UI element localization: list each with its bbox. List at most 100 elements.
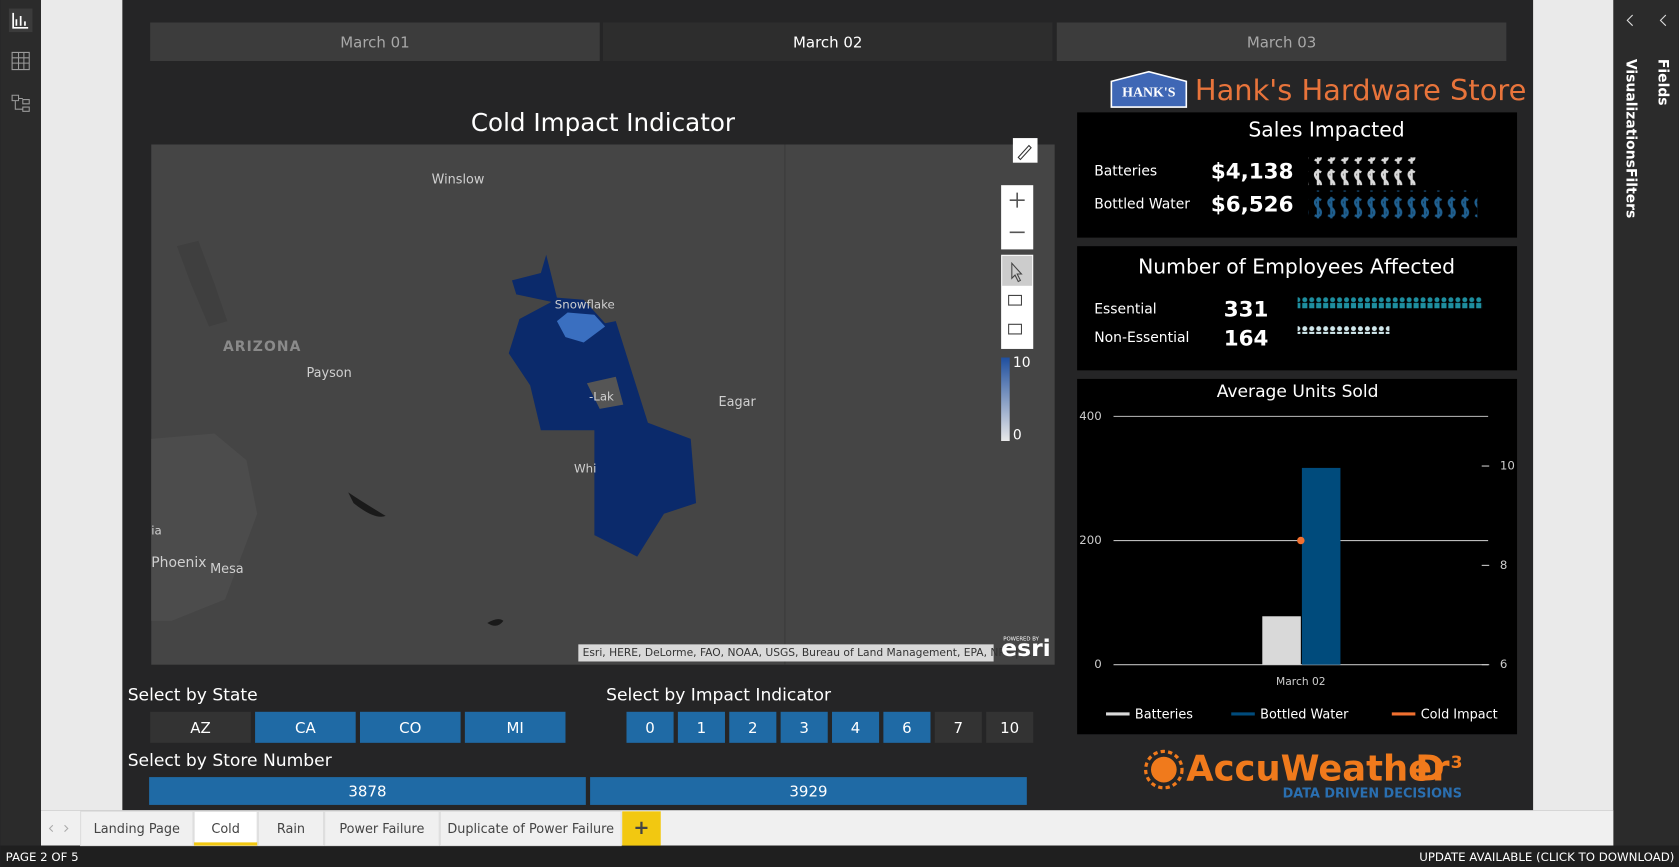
select-icons bbox=[1008, 261, 1023, 335]
date-tab[interactable] bbox=[1056, 22, 1507, 62]
slicer-button[interactable] bbox=[677, 711, 725, 743]
slicer-option: MI bbox=[507, 719, 524, 737]
model-icon[interactable] bbox=[11, 94, 30, 112]
accuweather-mark: D bbox=[1415, 749, 1444, 790]
y2-tick-label: 10 bbox=[1500, 459, 1515, 473]
date-tab-label: March 02 bbox=[793, 33, 862, 51]
y-tick-label: 0 bbox=[1094, 657, 1102, 671]
date-tab[interactable] bbox=[150, 22, 600, 62]
slicer-button[interactable] bbox=[832, 711, 880, 743]
kpi-label: Non-Essential bbox=[1094, 330, 1189, 346]
kpi-value: $4,138 bbox=[1211, 159, 1294, 184]
bar bbox=[1301, 467, 1341, 665]
sun-icon bbox=[1150, 756, 1177, 783]
slicer-option: 0 bbox=[645, 719, 655, 737]
powered-by: POWERED BY bbox=[1003, 637, 1039, 643]
map-terrain bbox=[176, 240, 228, 327]
y2-tick-label: 6 bbox=[1500, 657, 1508, 671]
slicer-button[interactable] bbox=[255, 711, 356, 743]
legend-label: Cold Impact bbox=[1421, 708, 1498, 723]
slicer-option: 3929 bbox=[789, 783, 827, 801]
attribution-bg bbox=[578, 644, 994, 662]
y-tick-label: 400 bbox=[1079, 409, 1101, 423]
zoom-icons bbox=[1009, 192, 1025, 234]
place-label: Eagar bbox=[719, 395, 757, 410]
page-tab-label: Cold bbox=[211, 822, 240, 837]
report-icon bbox=[12, 12, 29, 29]
slicer-option: 6 bbox=[902, 719, 912, 737]
collapse-icons[interactable] bbox=[1626, 14, 1667, 27]
cold-impact-point bbox=[1297, 536, 1305, 545]
slicer-button[interactable] bbox=[150, 711, 251, 743]
status-bar bbox=[0, 845, 1679, 867]
y2-tick-label: 8 bbox=[1500, 558, 1508, 572]
kpi-value: 331 bbox=[1224, 297, 1269, 322]
page-tab[interactable] bbox=[439, 810, 622, 847]
slicer-option: 3 bbox=[799, 719, 809, 737]
esri-logo: esri bbox=[1001, 634, 1051, 662]
pane-fields[interactable]: Fields bbox=[1655, 59, 1671, 106]
slicer-button[interactable] bbox=[464, 711, 566, 743]
legend-max: 10 bbox=[1013, 355, 1031, 371]
sales-pictogram bbox=[1308, 157, 1416, 186]
page-tab[interactable] bbox=[257, 810, 325, 847]
y-tick-label: 200 bbox=[1079, 533, 1101, 547]
hanks-logo bbox=[1110, 70, 1188, 108]
place-label: Winslow bbox=[432, 172, 485, 187]
map-legend-gradient bbox=[1001, 357, 1010, 441]
page-tab[interactable] bbox=[193, 810, 258, 847]
slicer-title: Select by Store Number bbox=[128, 751, 333, 771]
pane-filters[interactable]: Filters bbox=[1623, 168, 1639, 218]
slicer-button[interactable] bbox=[883, 711, 931, 743]
page-tab-label: Duplicate of Power Failure bbox=[447, 822, 614, 837]
legend-label: Batteries bbox=[1135, 708, 1193, 723]
update-notice[interactable]: UPDATE AVAILABLE (CLICK TO DOWNLOAD) bbox=[1419, 850, 1674, 864]
tab-scroll[interactable] bbox=[48, 824, 69, 833]
date-tab[interactable] bbox=[602, 22, 1053, 62]
pencil-icon bbox=[1017, 144, 1032, 161]
page-tab[interactable] bbox=[80, 810, 194, 847]
employees-title: Number of Employees Affected bbox=[1138, 255, 1455, 279]
sales-pictogram bbox=[1308, 190, 1478, 219]
page-tab[interactable] bbox=[324, 810, 440, 847]
kpi-label: Batteries bbox=[1094, 163, 1157, 179]
data-icon[interactable] bbox=[11, 51, 30, 71]
sales-title: Sales Impacted bbox=[1248, 118, 1404, 142]
place-label: Whi bbox=[574, 461, 596, 475]
chart-panel bbox=[1077, 378, 1518, 735]
page-tab-label: Landing Page bbox=[94, 822, 180, 837]
place-label: -Lak bbox=[589, 390, 614, 404]
kpi-label: Bottled Water bbox=[1094, 196, 1190, 212]
store-name: Hank's Hardware Store bbox=[1195, 73, 1527, 107]
pane-visualizations[interactable]: Visualizations bbox=[1623, 59, 1639, 168]
place-label: ia bbox=[151, 523, 161, 537]
legend-min: 0 bbox=[1013, 428, 1022, 444]
place-label: Snowflake bbox=[555, 298, 615, 312]
accuweather-name: AccuWeather bbox=[1186, 749, 1450, 790]
add-page[interactable] bbox=[622, 811, 661, 846]
accuweather-tagline: DATA DRIVEN DECISIONS bbox=[1283, 787, 1462, 802]
slicer-title: Select by State bbox=[128, 686, 258, 706]
slicer-button[interactable] bbox=[590, 777, 1027, 805]
slicer-option: 7 bbox=[954, 719, 964, 737]
place-label: Phoenix bbox=[151, 555, 206, 571]
slicer-button[interactable] bbox=[780, 711, 828, 743]
place-label: Payson bbox=[306, 366, 351, 381]
slicer-button[interactable] bbox=[934, 711, 982, 743]
left-nav bbox=[0, 0, 42, 846]
slicer-button[interactable] bbox=[359, 711, 461, 743]
bar bbox=[1262, 616, 1301, 665]
date-tab-label: March 03 bbox=[1247, 33, 1316, 51]
page-tab-label: Power Failure bbox=[339, 822, 424, 837]
accuweather-sup: 3 bbox=[1451, 753, 1463, 773]
slicer-button[interactable] bbox=[149, 777, 586, 805]
page-count: PAGE 2 OF 5 bbox=[6, 850, 79, 864]
slicer-option: 2 bbox=[748, 719, 758, 737]
slicer-button[interactable] bbox=[729, 711, 777, 743]
slicer-button[interactable] bbox=[986, 711, 1034, 743]
slicer-button[interactable] bbox=[626, 711, 674, 743]
attribution: Esri, HERE, DeLorme, FAO, NOAA, USGS, Bu… bbox=[583, 646, 1033, 659]
sun-rays bbox=[1144, 749, 1184, 790]
kpi-label: Essential bbox=[1094, 301, 1156, 317]
